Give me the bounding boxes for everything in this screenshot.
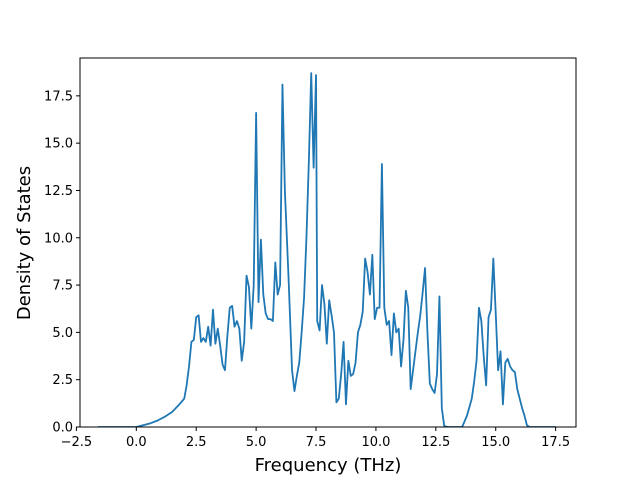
y-tick-label: 5.0 xyxy=(52,326,73,341)
x-tick-label: 12.5 xyxy=(421,435,450,450)
axes-frame xyxy=(79,57,577,428)
x-tick-label: 15.0 xyxy=(481,435,510,450)
y-tick-label: 15.0 xyxy=(44,137,73,152)
x-tick-label: 7.5 xyxy=(306,435,327,450)
x-axis-label: Frequency (THz) xyxy=(255,455,402,476)
x-tick-label: 2.5 xyxy=(186,435,207,450)
y-tick-label: 2.5 xyxy=(52,373,73,388)
y-tick-label: 10.0 xyxy=(44,231,73,246)
y-tick-label: 17.5 xyxy=(44,89,73,104)
y-tick-label: 7.5 xyxy=(52,279,73,294)
x-tick-label: 17.5 xyxy=(541,435,570,450)
y-tick-label: 0.0 xyxy=(52,421,73,436)
x-tick-label: 5.0 xyxy=(246,435,267,450)
series-line-1 xyxy=(97,72,556,427)
x-tick-label: −2.5 xyxy=(61,435,93,450)
x-tick-label: 0.0 xyxy=(126,435,147,450)
y-axis-label: Density of States xyxy=(14,166,35,320)
y-tick-label: 12.5 xyxy=(44,184,73,199)
plot-area: −2.5 0.0 2.5 5.0 7.5 10.0 12.5 15.0 17.50.02.55.… xyxy=(44,57,577,450)
x-tick-label: 10.0 xyxy=(361,435,390,450)
